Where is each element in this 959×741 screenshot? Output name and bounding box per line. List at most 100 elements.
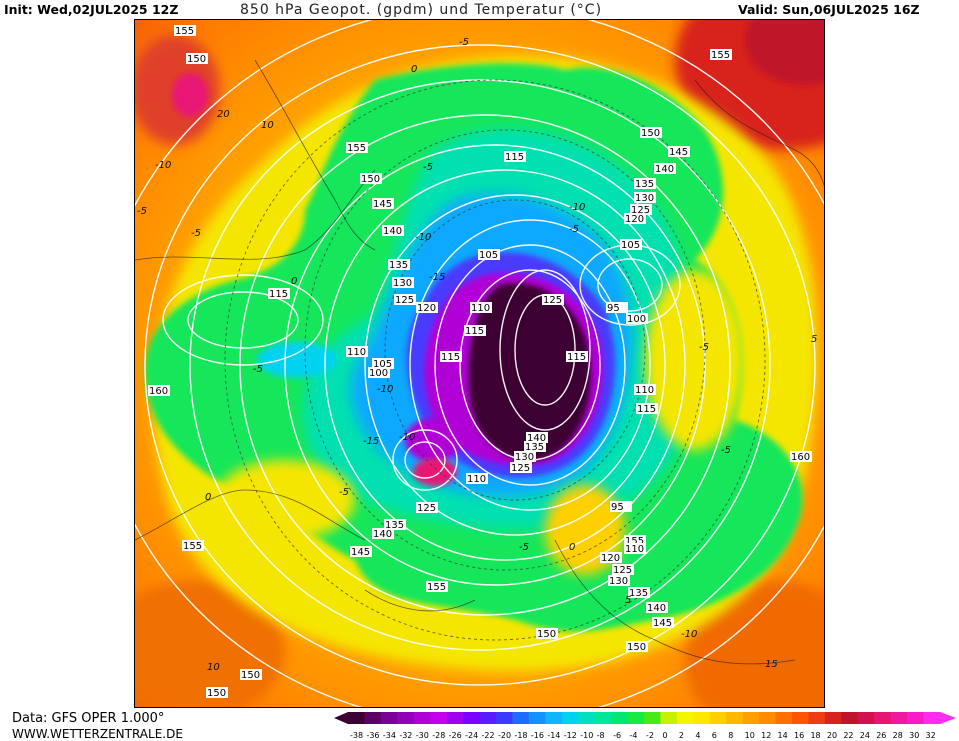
svg-text:95: 95 <box>611 502 624 513</box>
geopotential-label: 150 <box>536 628 558 640</box>
legend-tick-label: -36 <box>366 731 379 740</box>
svg-text:140: 140 <box>383 226 402 237</box>
legend-tick-label: -4 <box>630 731 638 740</box>
geopotential-label: 150 <box>206 687 228 699</box>
legend-swatch <box>644 712 661 724</box>
svg-text:110: 110 <box>471 303 490 314</box>
legend-tick-label: 12 <box>761 731 771 740</box>
svg-text:105: 105 <box>621 240 640 251</box>
geopotential-label: 110 <box>466 473 488 485</box>
legend-swatch <box>413 712 431 724</box>
legend-swatch <box>693 712 711 724</box>
geopotential-label: 135 <box>388 259 410 271</box>
geopotential-label: 160 <box>148 385 170 397</box>
geopotential-label: 145 <box>668 146 690 158</box>
legend-swatch <box>463 712 481 724</box>
geopotential-label: 130 <box>514 451 536 463</box>
legend-tick-label: 16 <box>794 731 804 740</box>
geopotential-label: 140 <box>646 602 668 614</box>
geopotential-label: 125 <box>510 462 532 474</box>
legend-swatch <box>857 712 875 724</box>
geopotential-label: 110 <box>624 543 646 555</box>
temperature-label: -5 <box>137 206 147 217</box>
svg-text:145: 145 <box>669 147 688 158</box>
svg-text:125: 125 <box>511 463 530 474</box>
temperature-label: -5 <box>569 224 579 235</box>
svg-text:130: 130 <box>515 452 534 463</box>
temperature-label: -10 <box>569 202 585 213</box>
temperature-contours <box>224 79 766 641</box>
legend-swatch <box>479 712 497 724</box>
legend-tick-label: 2 <box>679 731 684 740</box>
legend-swatch <box>561 712 579 724</box>
legend-swatch <box>824 712 842 724</box>
svg-text:145: 145 <box>351 547 370 558</box>
svg-text:115: 115 <box>567 352 586 363</box>
legend-tick-label: 28 <box>893 731 903 740</box>
svg-text:130: 130 <box>635 193 654 204</box>
geopotential-label: 115 <box>566 351 588 363</box>
geopotential-label: 135 <box>628 587 650 599</box>
legend-swatch <box>874 712 892 724</box>
legend-swatch <box>660 712 678 724</box>
svg-text:150: 150 <box>641 128 660 139</box>
geopotential-label: 130 <box>634 192 656 204</box>
geopotential-label: 135 <box>524 441 546 453</box>
legend-swatch <box>380 712 398 724</box>
temperature-label: 0 <box>205 492 211 503</box>
legend-tick-label: -14 <box>547 731 560 740</box>
svg-text:135: 135 <box>635 179 654 190</box>
geopotential-label: 150 <box>186 53 208 65</box>
legend-swatch <box>528 712 546 724</box>
valid-time: Valid: Sun,06JUL2025 16Z <box>738 2 920 17</box>
temperature-label: 20 <box>217 109 230 120</box>
legend-swatch <box>808 712 826 724</box>
geopotential-label: 130 <box>608 575 630 587</box>
legend-tick-label: 14 <box>778 731 788 740</box>
svg-text:150: 150 <box>187 54 206 65</box>
legend-swatch <box>611 712 629 724</box>
svg-text:125: 125 <box>631 205 650 216</box>
legend-tick-label: -12 <box>564 731 577 740</box>
svg-text:145: 145 <box>653 618 672 629</box>
legend-swatch <box>496 712 513 724</box>
geopotential-label: 100 <box>626 313 648 325</box>
temperature-label: -15 <box>363 436 379 447</box>
geopotential-label: 150 <box>240 669 262 681</box>
svg-text:135: 135 <box>389 260 408 271</box>
geopotential-label: 160 <box>790 451 812 463</box>
geopotential-label: 100 <box>368 367 390 379</box>
temperature-label: -10 <box>155 160 171 171</box>
temperature-label: -10 <box>415 232 431 243</box>
svg-text:140: 140 <box>647 603 666 614</box>
geopotential-label: 135 <box>634 178 656 190</box>
temperature-label: 5 <box>625 595 631 606</box>
geopotential-label: 125 <box>394 294 416 306</box>
svg-text:130: 130 <box>393 278 412 289</box>
geopotential-label: 95 <box>606 302 628 314</box>
legend-swatch <box>446 712 464 724</box>
temperature-label: -5 <box>699 342 709 353</box>
hot-area-nw <box>172 73 208 117</box>
legend-swatch <box>923 712 941 724</box>
temperature-legend: -38 -36 -34 -32 -30 -28 -26 -24 -22 -20 -18 -16 -14-… <box>334 712 956 740</box>
svg-text:160: 160 <box>149 386 168 397</box>
legend-tick-label: -8 <box>597 731 605 740</box>
svg-text:135: 135 <box>629 588 648 599</box>
svg-text:145: 145 <box>373 199 392 210</box>
svg-text:115: 115 <box>269 289 288 300</box>
geopotential-label: 125 <box>630 204 652 216</box>
legend-swatch <box>759 712 777 724</box>
svg-text:110: 110 <box>467 474 486 485</box>
geopotential-label: 120 <box>416 302 438 314</box>
svg-text:95: 95 <box>607 303 620 314</box>
legend-tick-label: -38 <box>350 731 363 740</box>
temperature-label: 10 <box>261 120 274 131</box>
geopotential-label: 120 <box>600 552 622 564</box>
geopotential-label: 105 <box>372 358 394 370</box>
temperature-label: 10 <box>207 662 220 673</box>
svg-text:110: 110 <box>347 347 366 358</box>
temperature-label: 0 <box>411 64 417 75</box>
svg-text:135: 135 <box>525 442 544 453</box>
